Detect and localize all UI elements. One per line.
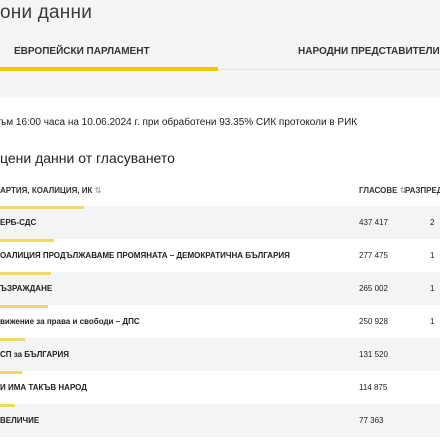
party-distribution: 1 xyxy=(430,317,435,326)
header: они данни ЕВРОПЕЙСКИ ПАРЛАМЕНТ НАРОДНИ П… xyxy=(0,0,440,98)
party-votes: 114 875 xyxy=(359,383,388,392)
vote-share-bar xyxy=(0,404,15,407)
party-distribution: 1 xyxy=(430,251,435,260)
results-card: ъм 16:00 часа на 10.06.2024 г. при обраб… xyxy=(0,98,440,440)
sort-icon: ⇅ xyxy=(94,186,102,195)
tab-divider xyxy=(218,69,440,70)
table-row[interactable]: ВЕЛИЧИЕ 77 363 xyxy=(0,404,440,437)
party-votes: 77 363 xyxy=(359,416,384,425)
tab-bar: ЕВРОПЕЙСКИ ПАРЛАМЕНТ НАРОДНИ ПРЕДСТАВИТЕ… xyxy=(0,38,440,72)
vote-share-bar xyxy=(0,338,25,341)
table-row[interactable]: ЕРБ-СДС 437 417 2 xyxy=(0,206,440,239)
section-title: цени данни от гласуването xyxy=(0,150,175,166)
party-name: ЪЗРАЖДАНЕ xyxy=(0,284,53,293)
party-name: ВЕЛИЧИЕ xyxy=(0,416,40,425)
table-row[interactable]: ЪЗРАЖДАНЕ 265 002 1 xyxy=(0,272,440,305)
party-votes: 265 002 xyxy=(359,284,388,293)
party-votes: 277 475 xyxy=(359,251,388,260)
vote-share-bar xyxy=(0,206,84,209)
column-header-party[interactable]: АРТИЯ, КОАЛИЦИЯ, ИК ⇅ xyxy=(0,186,102,195)
party-votes: 131 520 xyxy=(359,350,388,359)
party-name: ЕРБ-СДС xyxy=(0,218,37,227)
party-name: СП за БЪЛГАРИЯ xyxy=(0,350,69,359)
column-header-votes[interactable]: ГЛАСОВЕ ⇅ xyxy=(359,186,407,195)
sort-icon: ⇅ xyxy=(399,186,407,195)
vote-share-bar xyxy=(0,371,22,374)
party-distribution: 1 xyxy=(430,284,435,293)
table-row[interactable]: вижение за права и свободи – ДПС 250 928 1 xyxy=(0,305,440,338)
vote-share-bar xyxy=(0,239,54,242)
party-distribution: 2 xyxy=(430,218,435,227)
status-text: ъм 16:00 часа на 10.06.2024 г. при обраб… xyxy=(0,117,358,128)
party-votes: 437 417 xyxy=(359,218,388,227)
page-title: они данни xyxy=(0,2,93,23)
table-row[interactable]: И ИМА ТАКЪВ НАРОД 114 875 xyxy=(0,371,440,404)
party-votes: 250 928 xyxy=(359,317,388,326)
tab-national-assembly[interactable]: НАРОДНИ ПРЕДСТАВИТЕЛИ xyxy=(298,46,440,57)
table-row[interactable]: СП за БЪЛГАРИЯ 131 520 xyxy=(0,338,440,371)
vote-share-bar xyxy=(0,305,48,308)
vote-share-bar xyxy=(0,272,51,275)
party-name: ОАЛИЦИЯ ПРОДЪЛЖАВАМЕ ПРОМЯНАТА – ДЕМОКРА… xyxy=(0,251,290,260)
party-name: вижение за права и свободи – ДПС xyxy=(0,317,140,326)
table-row[interactable]: ОАЛИЦИЯ ПРОДЪЛЖАВАМЕ ПРОМЯНАТА – ДЕМОКРА… xyxy=(0,239,440,272)
active-tab-indicator xyxy=(0,67,218,71)
tab-european-parliament[interactable]: ЕВРОПЕЙСКИ ПАРЛАМЕНТ xyxy=(14,46,150,57)
party-name: И ИМА ТАКЪВ НАРОД xyxy=(0,383,87,392)
